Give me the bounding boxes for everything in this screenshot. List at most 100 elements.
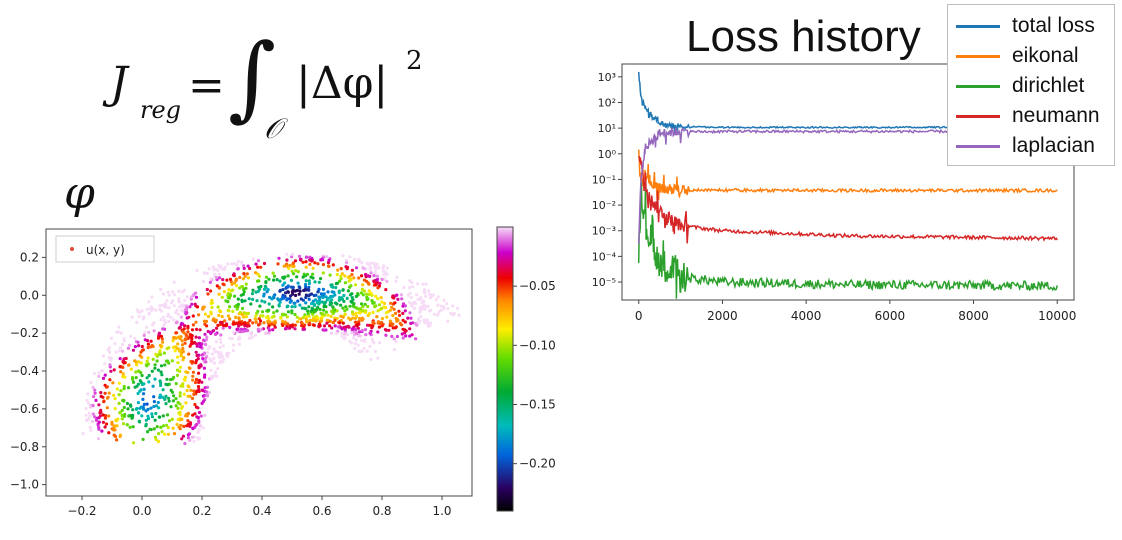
scatter-point xyxy=(156,368,160,372)
scatter-point xyxy=(380,300,384,304)
scatter-point xyxy=(101,376,106,380)
scatter-point xyxy=(204,338,209,342)
scatter-point xyxy=(105,406,109,410)
scatter-point xyxy=(190,396,195,400)
scatter-point xyxy=(207,267,211,271)
scatter-point xyxy=(363,328,368,332)
scatter-point xyxy=(228,294,232,298)
scatter-point xyxy=(294,293,298,298)
scatter-point xyxy=(285,252,289,256)
scatter-point xyxy=(233,304,237,308)
scatter-point xyxy=(393,294,397,298)
scatter-point xyxy=(364,309,368,313)
scatter-point xyxy=(175,373,180,377)
scatter-point xyxy=(145,402,149,406)
scatter-point xyxy=(236,259,240,264)
scatter-point xyxy=(214,275,219,280)
scatter-point xyxy=(383,306,388,310)
scatter-point xyxy=(139,350,143,354)
scatter-point xyxy=(213,350,217,354)
scatter-point xyxy=(369,261,373,265)
scatter-point xyxy=(238,330,242,334)
scatter-point xyxy=(404,334,408,338)
scatter-point xyxy=(279,316,283,320)
scatter-point xyxy=(94,398,98,402)
scatter-point xyxy=(329,294,333,299)
scatter-point xyxy=(167,419,172,423)
scatter-point xyxy=(166,359,170,363)
loss-x-tick-label: 2000 xyxy=(707,309,738,323)
scatter-point xyxy=(322,304,326,309)
scatter-point xyxy=(112,368,116,372)
scatter-point xyxy=(205,287,209,292)
scatter-point xyxy=(236,337,241,341)
scatter-point xyxy=(229,289,233,293)
scatter-point xyxy=(158,379,162,383)
scatter-point xyxy=(377,325,381,329)
scatter-y-tick-label: 0.0 xyxy=(20,288,39,302)
scatter-point xyxy=(285,298,289,302)
scatter-point xyxy=(357,276,361,280)
scatter-point xyxy=(445,302,449,306)
scatter-point xyxy=(175,308,179,312)
scatter-point xyxy=(214,340,218,344)
scatter-point xyxy=(182,331,186,335)
scatter-point xyxy=(176,361,180,365)
scatter-point xyxy=(319,277,323,281)
scatter-point xyxy=(186,370,190,375)
scatter-point xyxy=(349,341,353,345)
scatter-point xyxy=(232,294,237,298)
scatter-point xyxy=(141,392,146,396)
scatter-point xyxy=(179,354,183,358)
scatter-point xyxy=(91,385,95,389)
scatter-point xyxy=(163,397,167,401)
scatter-point xyxy=(154,437,158,442)
scatter-point xyxy=(315,301,320,305)
scatter-point xyxy=(163,432,167,436)
scatter-point xyxy=(203,312,208,316)
scatter-point xyxy=(306,288,310,292)
scatter-point xyxy=(195,353,199,358)
scatter-point xyxy=(122,399,126,403)
scatter-point xyxy=(172,375,176,379)
scatter-point xyxy=(186,433,190,437)
scatter-point xyxy=(291,262,295,266)
scatter-point xyxy=(171,399,175,403)
scatter-point xyxy=(350,327,354,331)
scatter-point xyxy=(391,294,395,298)
scatter-point xyxy=(331,263,335,267)
scatter-point xyxy=(191,374,195,378)
loss-chart-title: Loss history xyxy=(686,12,921,61)
scatter-point xyxy=(291,292,295,296)
scatter-point xyxy=(259,328,263,332)
scatter-point xyxy=(174,404,178,408)
scatter-point xyxy=(118,365,122,369)
scatter-point xyxy=(369,291,373,295)
scatter-point xyxy=(246,321,250,325)
scatter-point xyxy=(151,323,155,327)
scatter-point xyxy=(117,401,121,405)
scatter-point xyxy=(161,414,165,418)
scatter-point xyxy=(403,304,407,308)
scatter-point xyxy=(371,310,375,314)
scatter-point xyxy=(310,306,314,310)
scatter-point xyxy=(424,282,428,286)
legend-swatch-eikonal xyxy=(956,54,1000,58)
scatter-point xyxy=(376,286,380,290)
scatter-point xyxy=(245,272,249,276)
scatter-point xyxy=(374,267,378,271)
scatter-point xyxy=(352,336,356,340)
scatter-point xyxy=(190,334,194,338)
scatter-point xyxy=(408,334,412,338)
scatter-point xyxy=(119,370,123,374)
scatter-point xyxy=(415,293,419,297)
scatter-point xyxy=(110,422,114,426)
scatter-point xyxy=(334,331,338,335)
scatter-point xyxy=(194,361,198,365)
scatter-point xyxy=(277,256,281,260)
scatter-point xyxy=(365,292,369,296)
scatter-point xyxy=(385,279,389,283)
scatter-point xyxy=(298,286,302,290)
scatter-point xyxy=(366,281,370,285)
scatter-point xyxy=(243,274,247,278)
